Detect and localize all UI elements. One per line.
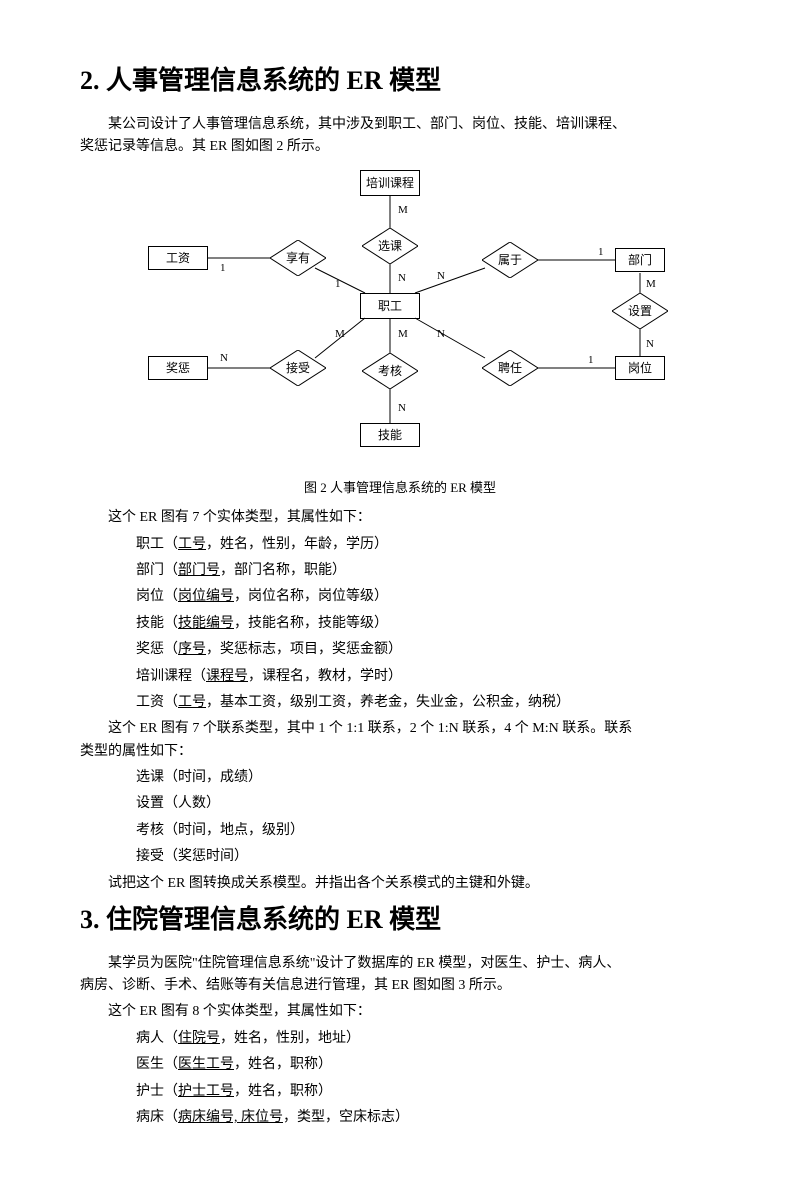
section-3-entities-intro: 这个 ER 图有 8 个实体类型，其属性如下：	[80, 1001, 720, 1023]
entity-item: 岗位（岗位编号，岗位名称，岗位等级）	[80, 586, 720, 608]
section-2-intro-line2: 奖惩记录等信息。其 ER 图如图 2 所示。	[80, 136, 720, 158]
section-3-entity-list: 病人（住院号，姓名，性别，地址） 医生（医生工号，姓名，职称） 护士（护士工号，姓名…	[80, 1028, 720, 1130]
relation-item: 接受（奖惩时间）	[80, 846, 720, 868]
card-have-1: 1	[335, 276, 341, 294]
relation-item: 设置（人数）	[80, 793, 720, 815]
entity-item: 病人（住院号，姓名，性别，地址）	[80, 1028, 720, 1050]
rel-intro-1: 这个 ER 图有 7 个联系类型，其中 1 个 1:1 联系，2 个 1:N 联…	[80, 718, 720, 740]
card-salary-1: 1	[220, 260, 226, 278]
card-dept-1: 1	[598, 244, 604, 262]
card-skill-n: N	[398, 400, 406, 418]
entity-item: 医生（医生工号，姓名，职称）	[80, 1054, 720, 1076]
relation-item: 考核（时间，地点，级别）	[80, 820, 720, 842]
figure-2-caption: 图 2 人事管理信息系统的 ER 模型	[80, 478, 720, 499]
section-2-entity-list: 职工（工号，姓名，性别，年龄，学历） 部门（部门号，部门名称，职能） 岗位（岗位编号…	[80, 534, 720, 715]
entity-item: 培训课程（课程号，课程名，教材，学时）	[80, 666, 720, 688]
entity-item: 护士（护士工号，姓名，职称）	[80, 1081, 720, 1103]
card-hire-n: N	[437, 326, 445, 344]
rel-intro-2: 类型的属性如下：	[80, 741, 720, 763]
card-reward-n: N	[220, 350, 228, 368]
section-3-intro-1: 某学员为医院"住院管理信息系统"设计了数据库的 ER 模型，对医生、护士、病人、	[80, 953, 720, 975]
card-assess-m: M	[398, 326, 408, 344]
card-setup-m: M	[646, 276, 656, 294]
entity-item: 部门（部门号，部门名称，职能）	[80, 560, 720, 582]
card-accept-m: M	[335, 326, 345, 344]
card-post-1: 1	[588, 352, 594, 370]
section-2-heading: 2. 人事管理信息系统的 ER 模型	[80, 60, 720, 102]
entity-item: 病床（病床编号, 床位号，类型，空床标志）	[80, 1107, 720, 1129]
card-course-m: M	[398, 202, 408, 220]
section-3-intro-2: 病房、诊断、手术、结账等有关信息进行管理，其 ER 图如图 3 所示。	[80, 975, 720, 997]
er-diagram: 培训课程 工资 职工 部门 奖惩 岗位 技能 选课 享有 属于 设置 接受 考核…	[90, 168, 710, 468]
entity-item: 技能（技能编号，技能名称，技能等级）	[80, 613, 720, 635]
section-2-task: 试把这个 ER 图转换成关系模型。并指出各个关系模式的主键和外键。	[80, 873, 720, 895]
section-3-heading: 3. 住院管理信息系统的 ER 模型	[80, 899, 720, 941]
card-select-n: N	[398, 270, 406, 288]
card-belong-n: N	[437, 268, 445, 286]
relation-item: 选课（时间，成绩）	[80, 767, 720, 789]
card-setup-n: N	[646, 336, 654, 354]
entity-item: 职工（工号，姓名，性别，年龄，学历）	[80, 534, 720, 556]
section-2-intro-line1: 某公司设计了人事管理信息系统，其中涉及到职工、部门、岗位、技能、培训课程、	[80, 114, 720, 136]
entities-intro: 这个 ER 图有 7 个实体类型，其属性如下：	[80, 507, 720, 529]
entity-item: 工资（工号，基本工资，级别工资，养老金，失业金，公积金，纳税）	[80, 692, 720, 714]
section-2-relation-list: 选课（时间，成绩） 设置（人数） 考核（时间，地点，级别） 接受（奖惩时间）	[80, 767, 720, 869]
entity-item: 奖惩（序号，奖惩标志，项目，奖惩金额）	[80, 639, 720, 661]
